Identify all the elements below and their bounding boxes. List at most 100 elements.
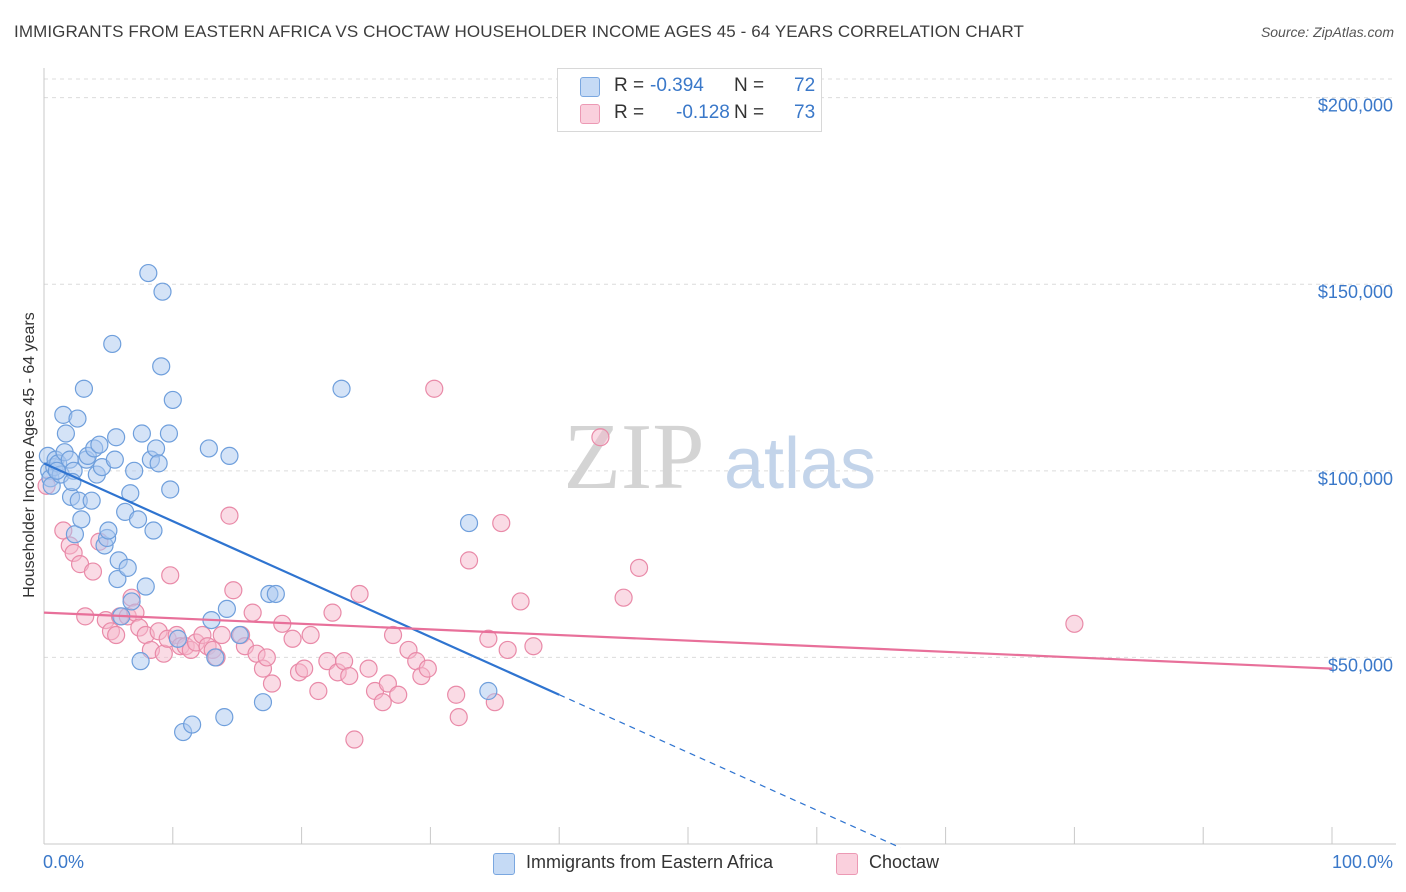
choctaw-point	[283, 629, 302, 648]
choctaw-point	[224, 581, 243, 600]
eastern-africa-point	[217, 599, 236, 619]
eastern-africa-point	[131, 652, 150, 671]
eastern-africa-point	[125, 461, 144, 480]
eastern-africa-point	[168, 629, 188, 648]
legend-r-value: -0.128	[676, 102, 730, 123]
choctaw-point	[1065, 614, 1084, 633]
choctaw-point	[591, 428, 610, 447]
eastern-africa-point	[230, 625, 249, 645]
eastern-africa-point	[215, 708, 234, 727]
bottom-legend-swatch-pink	[836, 853, 858, 875]
eastern-africa-points	[38, 263, 498, 742]
eastern-africa-point	[82, 491, 101, 510]
axes	[43, 68, 1396, 845]
choctaw-point	[220, 506, 239, 525]
choctaw-trend-line	[43, 611, 1333, 670]
watermark-zip: ZIP	[564, 405, 705, 509]
bottom-legend-label: Immigrants from Eastern Africa	[526, 852, 774, 872]
eastern-africa-point	[144, 521, 163, 540]
eastern-africa-point	[72, 510, 91, 529]
choctaw-point	[492, 513, 511, 533]
eastern-africa-point	[220, 446, 239, 466]
eastern-africa-point	[74, 379, 94, 398]
correlation-legend: R = -0.394 N = 72 R = -0.128 N = 73	[557, 68, 822, 132]
choctaw-point	[511, 592, 530, 611]
eastern-africa-point	[105, 450, 124, 469]
choctaw-point	[389, 685, 408, 704]
choctaw-point	[161, 566, 180, 585]
bottom-legend-swatch-blue	[493, 853, 515, 875]
eastern-africa-point	[149, 454, 168, 473]
choctaw-point	[378, 674, 397, 693]
legend-n-value: 72	[794, 75, 816, 96]
eastern-africa-trend-extension	[558, 694, 901, 849]
watermark: ZIP atlas	[564, 405, 877, 509]
source-label: Source: ZipAtlas.com	[1260, 24, 1394, 40]
legend-r-label: R =	[614, 75, 645, 96]
eastern-africa-trend-line	[43, 462, 560, 696]
eastern-africa-point	[136, 577, 155, 596]
chart-title: IMMIGRANTS FROM EASTERN AFRICA VS CHOCTA…	[14, 22, 1025, 41]
eastern-africa-point	[183, 715, 202, 734]
eastern-africa-point	[107, 428, 126, 447]
choctaw-point	[629, 558, 649, 577]
choctaw-point	[449, 708, 468, 727]
eastern-africa-point	[206, 648, 225, 667]
choctaw-point	[498, 640, 517, 660]
eastern-africa-point	[108, 569, 127, 589]
eastern-africa-point	[199, 439, 218, 458]
choctaw-point	[107, 625, 126, 645]
choctaw-points	[37, 379, 1084, 749]
choctaw-point	[614, 588, 633, 607]
y-tick-labels: $50,000 $100,000 $150,000 $200,000	[1318, 96, 1393, 676]
choctaw-point	[340, 666, 359, 686]
trend-lines	[43, 462, 1333, 849]
legend-n-value: 73	[794, 102, 816, 123]
legend-swatch-blue	[580, 77, 600, 97]
eastern-africa-point	[153, 282, 172, 301]
eastern-africa-point	[128, 510, 148, 529]
bottom-legend-label: Choctaw	[869, 852, 940, 872]
choctaw-point	[295, 659, 314, 678]
choctaw-point	[243, 603, 262, 622]
choctaw-point	[524, 637, 543, 656]
eastern-africa-point	[68, 409, 87, 428]
choctaw-point	[345, 730, 364, 749]
eastern-africa-point	[99, 521, 118, 540]
eastern-africa-point	[161, 480, 180, 499]
eastern-africa-point	[122, 592, 141, 611]
eastern-africa-point	[103, 334, 122, 354]
y-tick-label: $200,000	[1318, 96, 1393, 116]
choctaw-point	[262, 674, 282, 693]
eastern-africa-point	[266, 584, 285, 604]
choctaw-point	[257, 648, 276, 667]
x-tick-min: 0.0%	[43, 852, 85, 872]
choctaw-point	[301, 625, 320, 645]
eastern-africa-point	[139, 263, 158, 283]
legend-r-value: -0.394	[650, 75, 704, 96]
eastern-africa-point	[90, 435, 109, 454]
choctaw-point	[479, 629, 498, 648]
choctaw-point	[212, 625, 231, 645]
choctaw-point	[373, 693, 392, 712]
y-tick-label: $50,000	[1328, 655, 1393, 675]
legend-n-label: N =	[734, 102, 765, 123]
eastern-africa-point	[118, 558, 137, 577]
eastern-africa-point	[459, 513, 479, 533]
y-tick-label: $100,000	[1318, 469, 1393, 489]
choctaw-point	[383, 625, 403, 645]
eastern-africa-point	[253, 693, 273, 712]
eastern-africa-point	[332, 379, 351, 398]
x-tick-max: 100.0%	[1331, 852, 1393, 872]
eastern-africa-point	[163, 390, 182, 410]
choctaw-point	[447, 685, 466, 704]
watermark-atlas: atlas	[724, 424, 876, 504]
eastern-africa-point	[479, 681, 498, 701]
eastern-africa-point	[56, 424, 75, 443]
legend-r-label: R =	[614, 102, 645, 123]
eastern-africa-point	[152, 357, 171, 376]
legend-swatch-pink	[580, 104, 600, 124]
choctaw-point	[309, 681, 328, 701]
choctaw-point	[323, 603, 342, 622]
